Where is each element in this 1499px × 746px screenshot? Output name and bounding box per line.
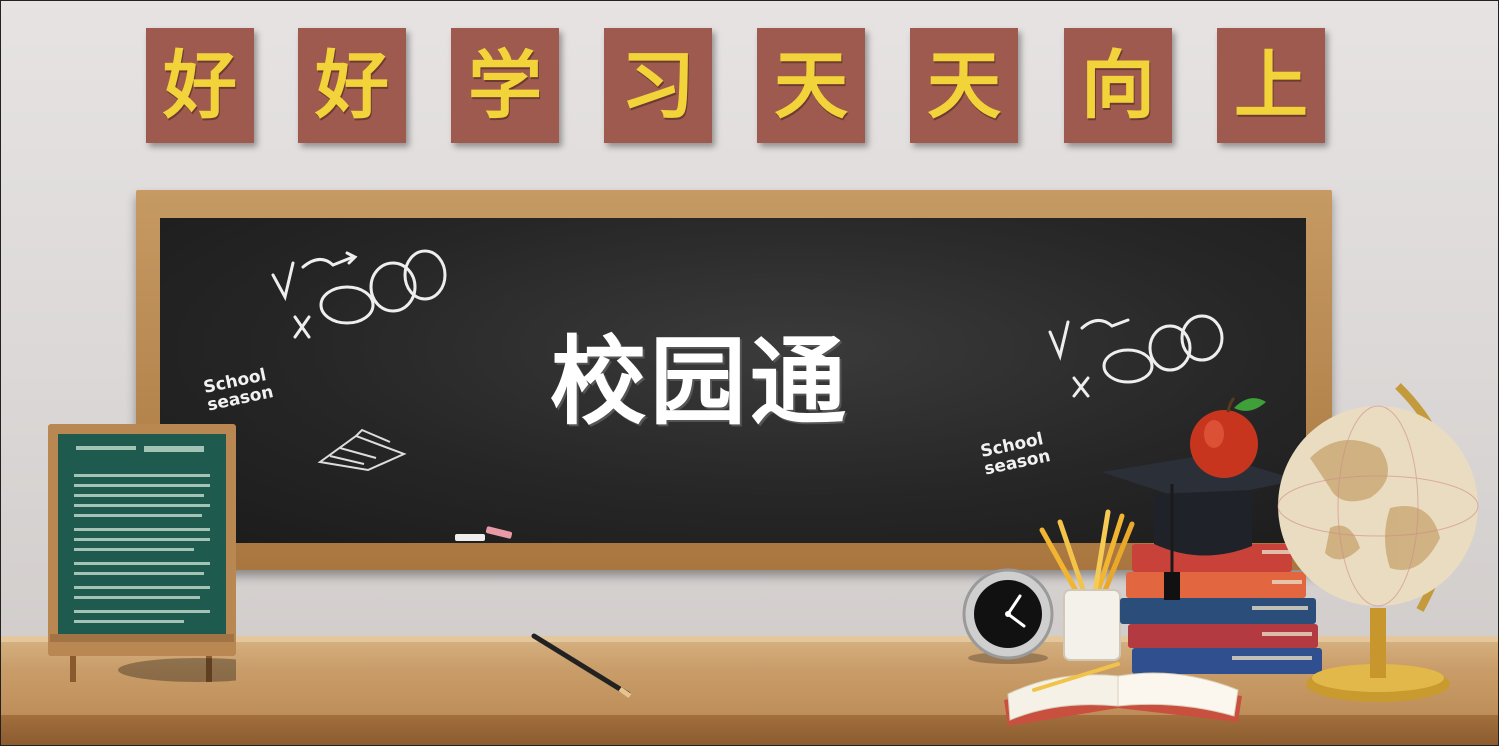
app-title: 校园通 (550, 326, 850, 438)
slogan-char: 天 (774, 42, 848, 129)
slogan-tile-2: 好 (298, 28, 406, 143)
pencil-cup-icon (1039, 509, 1135, 661)
chalk-doodle-icon (271, 249, 447, 339)
easel-board-icon (48, 424, 236, 682)
pencil-icon (531, 633, 632, 699)
chalk-doodle-right-icon (1048, 314, 1224, 398)
clock-icon (962, 568, 1054, 664)
chalk-stick (455, 534, 485, 541)
slogan-char: 好 (163, 42, 237, 129)
slogan-tile-1: 好 (146, 28, 254, 143)
open-book-icon (1004, 662, 1242, 726)
slogan-tile-5: 天 (757, 28, 865, 143)
slogan-char: 学 (468, 42, 542, 129)
desk-front (0, 715, 1499, 746)
slogan-tile-4: 习 (604, 28, 712, 143)
slogan-char: 上 (1234, 42, 1308, 129)
slogan-char: 向 (1081, 42, 1155, 129)
slogan-tile-8: 上 (1217, 28, 1325, 143)
slogan-char: 习 (621, 42, 695, 129)
slogan-tile-3: 学 (451, 28, 559, 143)
slogan-tile-7: 向 (1064, 28, 1172, 143)
globe-icon (1277, 383, 1479, 702)
chalk-books-icon (317, 428, 407, 472)
slogan-char: 好 (315, 42, 389, 129)
slogan-char: 天 (927, 42, 1001, 129)
slogan-tile-6: 天 (910, 28, 1018, 143)
apple-icon (1190, 396, 1266, 478)
desk-edge (0, 636, 1499, 642)
